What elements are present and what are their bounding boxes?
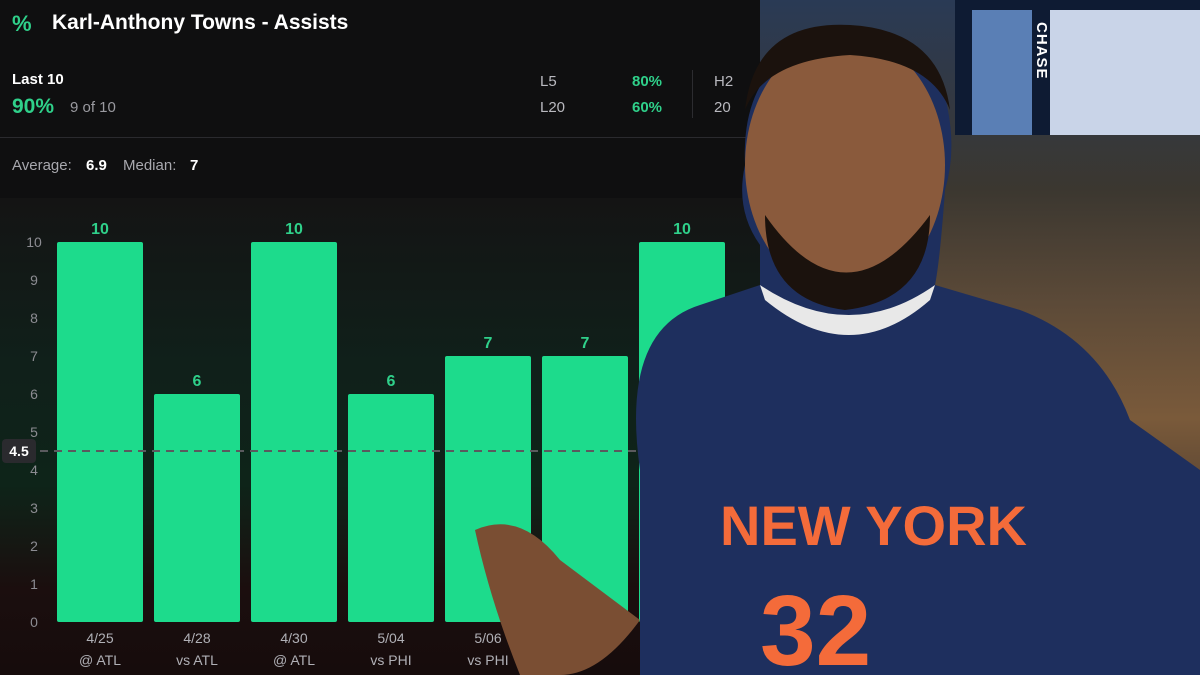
median-label: Median: (123, 157, 177, 174)
y-tick-label: 3 (30, 500, 38, 516)
y-tick-label: 1 (30, 576, 38, 592)
split-l5-label: L5 (540, 73, 557, 90)
x-tick-opponent-label: @ ATL (79, 652, 121, 668)
bar[interactable] (154, 394, 240, 622)
x-tick-label: 4/28 (183, 630, 210, 646)
split-h2h-label: H2 (714, 73, 734, 90)
bar-value-label: 6 (193, 373, 202, 390)
bar[interactable] (542, 356, 628, 622)
threshold-label: 4.5 (9, 443, 29, 459)
split-l20-label: L20 (540, 99, 566, 116)
last10-label: Last 10 (12, 71, 64, 88)
average-value: 6.9 (86, 157, 107, 174)
bar-value-label: 7 (484, 335, 493, 352)
divider (0, 137, 760, 138)
y-tick-label: 4 (30, 462, 38, 478)
bar-value-label: 7 (581, 335, 590, 352)
y-tick-label: 7 (30, 348, 38, 364)
y-tick-label: 9 (30, 272, 38, 288)
y-tick-label: 6 (30, 386, 38, 402)
x-tick-opponent-label: vs PHI (370, 652, 411, 668)
page-title: Karl-Anthony Towns - Assists (52, 11, 349, 34)
x-tick-label: 5/04 (377, 630, 404, 646)
bar[interactable] (251, 242, 337, 622)
split-l5-value: 80% (632, 73, 663, 90)
y-tick-label: 0 (30, 614, 38, 630)
vertical-divider (692, 70, 693, 118)
median-value: 7 (190, 157, 199, 174)
svg-text:32: 32 (760, 575, 871, 675)
average-label: Average: (12, 157, 72, 174)
bar[interactable] (57, 242, 143, 622)
svg-text:NEW YORK: NEW YORK (720, 494, 1027, 557)
x-tick-label: 4/25 (86, 630, 113, 646)
y-tick-label: 5 (30, 424, 38, 440)
y-tick-label: 2 (30, 538, 38, 554)
split-l20-value: 60% (632, 99, 663, 116)
x-tick-opponent-label: @ ATL (273, 652, 315, 668)
y-tick-label: 10 (26, 234, 42, 250)
jumbotron-screen-left (972, 10, 1032, 135)
chase-logo: CHASE (1033, 22, 1050, 80)
y-tick-label: 8 (30, 310, 38, 326)
bar-value-label: 10 (91, 221, 109, 238)
x-tick-label: 5/06 (474, 630, 501, 646)
x-tick-opponent-label: vs ATL (176, 652, 218, 668)
bar-value-label: 6 (387, 373, 396, 390)
x-tick-label: 4/30 (280, 630, 307, 646)
jumbotron-screen-right (1050, 10, 1200, 135)
bar-value-label: 10 (673, 221, 691, 238)
bar-value-label: 10 (285, 221, 303, 238)
threshold-label-badge (2, 439, 36, 463)
split-season-label: 20 (714, 99, 731, 116)
percent-icon: % (12, 11, 32, 36)
x-tick-opponent-label: vs PHI (467, 652, 508, 668)
last10-fraction: 9 of 10 (70, 99, 116, 116)
last10-percentage: 90% (12, 95, 55, 118)
